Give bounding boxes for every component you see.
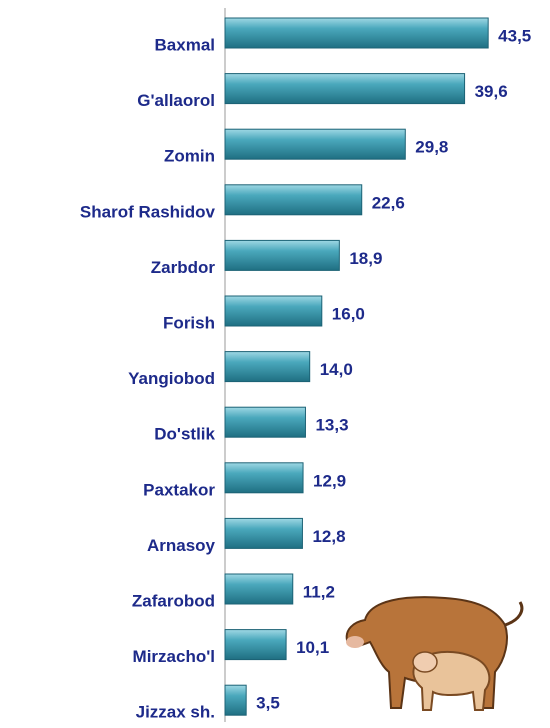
illustration [345,596,524,711]
bar [224,128,406,160]
bar [224,517,303,549]
bar [224,462,304,494]
value-label: 29,8 [415,138,448,157]
value-label: 13,3 [315,416,348,435]
value-label: 39,6 [475,82,508,101]
value-label: 11,2 [303,582,335,601]
value-label: 18,9 [349,249,382,268]
value-label: 16,0 [332,304,365,323]
bar [224,295,323,327]
value-label: 10,1 [296,638,329,657]
bar [224,239,340,271]
value-label: 22,6 [372,193,405,212]
category-label: Baxmal [155,35,215,54]
value-label: 43,5 [498,26,531,45]
bar [224,351,311,383]
bar [224,573,294,605]
bar [224,629,287,661]
category-label: Arnasoy [147,536,216,555]
category-label: Jizzax sh. [136,703,215,722]
category-label: Sharof Rashidov [80,202,216,221]
bar [224,73,466,105]
category-label: Forish [163,313,215,332]
value-label: 12,8 [312,527,345,546]
value-label: 12,9 [313,471,346,490]
category-label: Do'stlik [154,425,215,444]
category-label: Zarbdor [151,258,216,277]
category-label: G'allaorol [137,91,215,110]
category-label: Zafarobod [132,591,215,610]
category-label: Mirzacho'l [133,647,215,666]
bar [224,184,363,216]
category-label: Yangiobod [128,369,215,388]
value-label: 3,5 [256,694,280,713]
bar [224,684,247,716]
value-label: 14,0 [320,360,353,379]
category-label: Zomin [164,147,215,166]
bar [224,406,306,438]
bar [224,17,489,49]
category-label: Paxtakor [143,480,215,499]
